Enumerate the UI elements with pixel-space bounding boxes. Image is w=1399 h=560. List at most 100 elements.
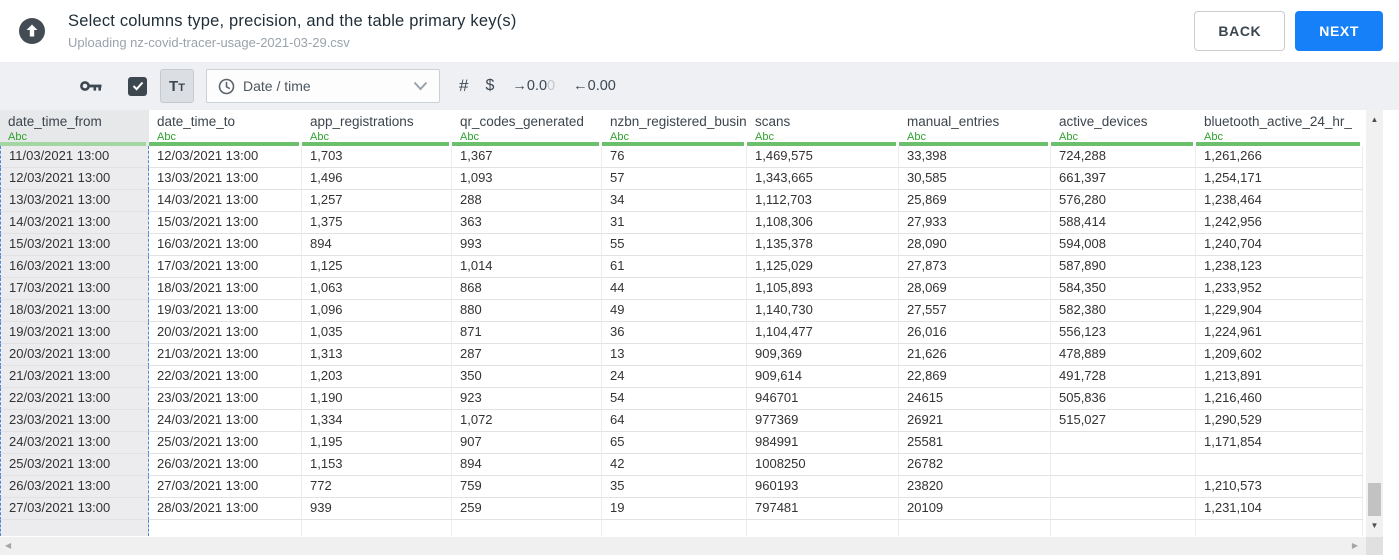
column-header-date_time_from[interactable]: date_time_from Abc <box>0 110 149 146</box>
vertical-scrollbar[interactable]: ▲ ▼ <box>1366 110 1383 537</box>
table-cell[interactable]: 24/03/2021 13:00 <box>149 410 302 432</box>
number-type-button[interactable]: # <box>459 76 469 95</box>
table-cell[interactable]: 22/03/2021 13:00 <box>0 388 149 410</box>
table-cell[interactable]: 505,836 <box>1051 388 1196 410</box>
table-cell[interactable]: 1,209,602 <box>1196 344 1363 366</box>
table-cell[interactable]: 11/03/2021 13:00 <box>0 146 149 168</box>
table-cell[interactable]: 27,933 <box>899 212 1051 234</box>
vertical-scrollbar-thumb[interactable] <box>1368 483 1381 516</box>
table-cell[interactable]: 288 <box>452 190 602 212</box>
next-button[interactable]: NEXT <box>1295 11 1383 51</box>
table-cell[interactable]: 1,108,306 <box>747 212 899 234</box>
table-cell[interactable]: 16/03/2021 13:00 <box>0 256 149 278</box>
table-cell[interactable]: 23820 <box>899 476 1051 498</box>
table-cell[interactable]: 1,290,529 <box>1196 410 1363 432</box>
table-cell[interactable]: 13/03/2021 13:00 <box>149 168 302 190</box>
table-cell[interactable]: 724,288 <box>1051 146 1196 168</box>
table-cell[interactable]: 587,890 <box>1051 256 1196 278</box>
table-cell[interactable]: 1,112,703 <box>747 190 899 212</box>
horizontal-scrollbar[interactable]: ◀ ▶ <box>0 537 1366 555</box>
table-cell[interactable]: 12/03/2021 13:00 <box>149 146 302 168</box>
table-cell[interactable]: 984991 <box>747 432 899 454</box>
table-cell[interactable]: 14/03/2021 13:00 <box>149 190 302 212</box>
table-cell[interactable]: 1,240,704 <box>1196 234 1363 256</box>
table-cell[interactable]: 23/03/2021 13:00 <box>149 388 302 410</box>
column-header-date_time_to[interactable]: date_time_to Abc <box>149 110 302 146</box>
table-cell[interactable]: 26921 <box>899 410 1051 432</box>
table-cell[interactable]: 13 <box>602 344 747 366</box>
table-cell[interactable]: 16/03/2021 13:00 <box>149 234 302 256</box>
column-header-scans[interactable]: scans Abc <box>747 110 899 146</box>
scroll-left-arrow-icon[interactable]: ◀ <box>5 541 12 550</box>
table-cell[interactable]: 1,261,266 <box>1196 146 1363 168</box>
column-header-bluetooth_active_24_hr_[interactable]: bluetooth_active_24_hr_ Abc <box>1196 110 1363 146</box>
table-cell[interactable]: 19/03/2021 13:00 <box>0 322 149 344</box>
table-cell[interactable]: 1,104,477 <box>747 322 899 344</box>
table-cell[interactable]: 1,233,952 <box>1196 278 1363 300</box>
table-cell[interactable]: 24/03/2021 13:00 <box>0 432 149 454</box>
table-cell[interactable]: 259 <box>452 498 602 520</box>
table-cell[interactable] <box>1196 520 1363 536</box>
table-cell[interactable]: 1,203 <box>302 366 452 388</box>
table-cell[interactable]: 24615 <box>899 388 1051 410</box>
table-cell[interactable]: 1,231,104 <box>1196 498 1363 520</box>
table-cell[interactable]: 1,063 <box>302 278 452 300</box>
table-cell[interactable] <box>149 520 302 536</box>
table-cell[interactable] <box>1051 476 1196 498</box>
table-cell[interactable]: 759 <box>452 476 602 498</box>
table-cell[interactable]: 1,125,029 <box>747 256 899 278</box>
column-header-app_registrations[interactable]: app_registrations Abc <box>302 110 452 146</box>
table-cell[interactable]: 27/03/2021 13:00 <box>149 476 302 498</box>
table-cell[interactable]: 1,096 <box>302 300 452 322</box>
table-cell[interactable]: 772 <box>302 476 452 498</box>
table-cell[interactable]: 287 <box>452 344 602 366</box>
table-cell[interactable]: 26/03/2021 13:00 <box>149 454 302 476</box>
table-cell[interactable]: 28/03/2021 13:00 <box>149 498 302 520</box>
table-cell[interactable]: 478,889 <box>1051 344 1196 366</box>
table-cell[interactable]: 1,496 <box>302 168 452 190</box>
table-cell[interactable] <box>747 520 899 536</box>
table-cell[interactable] <box>602 520 747 536</box>
table-cell[interactable]: 18/03/2021 13:00 <box>149 278 302 300</box>
table-cell[interactable]: 1,105,893 <box>747 278 899 300</box>
table-cell[interactable]: 1,313 <box>302 344 452 366</box>
column-type-dropdown[interactable]: Date / time <box>206 69 440 103</box>
table-cell[interactable]: 22/03/2021 13:00 <box>149 366 302 388</box>
table-cell[interactable]: 30,585 <box>899 168 1051 190</box>
table-cell[interactable]: 26782 <box>899 454 1051 476</box>
decimal-decrease-button[interactable]: →0.00 <box>512 78 556 94</box>
table-cell[interactable]: 1,140,730 <box>747 300 899 322</box>
table-cell[interactable]: 1,210,573 <box>1196 476 1363 498</box>
table-cell[interactable] <box>1051 454 1196 476</box>
table-cell[interactable]: 27,873 <box>899 256 1051 278</box>
table-cell[interactable]: 19 <box>602 498 747 520</box>
table-cell[interactable]: 1,238,464 <box>1196 190 1363 212</box>
table-cell[interactable]: 1,257 <box>302 190 452 212</box>
table-cell[interactable]: 1,242,956 <box>1196 212 1363 234</box>
table-cell[interactable]: 871 <box>452 322 602 344</box>
table-cell[interactable]: 25,869 <box>899 190 1051 212</box>
table-cell[interactable]: 588,414 <box>1051 212 1196 234</box>
table-cell[interactable]: 13/03/2021 13:00 <box>0 190 149 212</box>
table-cell[interactable]: 894 <box>302 234 452 256</box>
table-cell[interactable]: 20/03/2021 13:00 <box>0 344 149 366</box>
table-cell[interactable]: 49 <box>602 300 747 322</box>
table-cell[interactable]: 993 <box>452 234 602 256</box>
table-cell[interactable]: 15/03/2021 13:00 <box>149 212 302 234</box>
table-cell[interactable]: 1,190 <box>302 388 452 410</box>
primary-key-icon[interactable] <box>80 78 102 94</box>
table-cell[interactable]: 1008250 <box>747 454 899 476</box>
table-cell[interactable]: 1,238,123 <box>1196 256 1363 278</box>
table-cell[interactable]: 584,350 <box>1051 278 1196 300</box>
table-cell[interactable]: 491,728 <box>1051 366 1196 388</box>
column-header-active_devices[interactable]: active_devices Abc <box>1051 110 1196 146</box>
table-cell[interactable]: 1,135,378 <box>747 234 899 256</box>
table-cell[interactable]: 1,229,904 <box>1196 300 1363 322</box>
table-cell[interactable]: 33,398 <box>899 146 1051 168</box>
table-cell[interactable]: 20109 <box>899 498 1051 520</box>
table-cell[interactable]: 23/03/2021 13:00 <box>0 410 149 432</box>
table-cell[interactable]: 556,123 <box>1051 322 1196 344</box>
table-cell[interactable]: 14/03/2021 13:00 <box>0 212 149 234</box>
table-cell[interactable]: 76 <box>602 146 747 168</box>
scroll-right-arrow-icon[interactable]: ▶ <box>1351 541 1358 550</box>
